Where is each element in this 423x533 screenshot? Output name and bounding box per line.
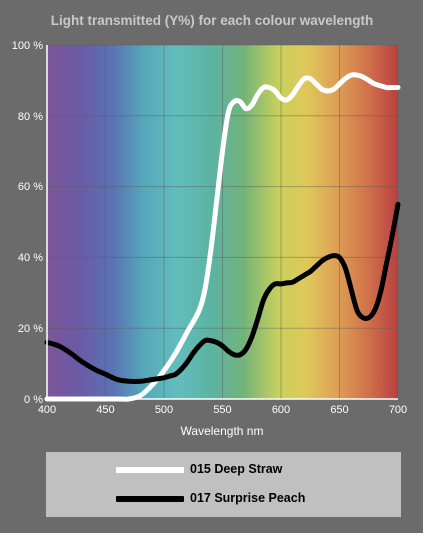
plot-background — [47, 45, 398, 399]
legend-label-surprise-peach: 017 Surprise Peach — [190, 491, 306, 505]
y-tick-label: 100 % — [12, 40, 43, 52]
x-tick-label: 450 — [96, 404, 114, 416]
x-tick-label: 550 — [213, 404, 231, 416]
series-lines — [44, 72, 401, 402]
x-tick-label: 600 — [272, 404, 290, 416]
legend-item: 015 Deep Straw — [46, 460, 401, 480]
legend-label-deep-straw: 015 Deep Straw — [190, 462, 283, 476]
legend-swatch-surprise-peach — [116, 496, 184, 502]
x-tick-label: 400 — [38, 404, 56, 416]
y-tick-label: 0 % — [24, 394, 43, 406]
y-tick-label: 40 % — [18, 252, 43, 264]
series-line-surprise-peach — [44, 201, 401, 385]
x-axis-label: Wavelength nm — [181, 424, 264, 438]
x-tick-label: 650 — [330, 404, 348, 416]
y-tick-label: 20 % — [18, 323, 43, 335]
x-tick-label: 500 — [155, 404, 173, 416]
legend-swatch-deep-straw — [116, 467, 184, 473]
y-tick-label: 60 % — [18, 181, 43, 193]
legend-item: 017 Surprise Peach — [46, 489, 401, 509]
legend: 015 Deep Straw 017 Surprise Peach — [46, 452, 401, 517]
y-tick-label: 80 % — [18, 111, 43, 123]
x-tick-label: 700 — [389, 404, 407, 416]
series-line-deep-straw — [44, 72, 401, 402]
chart-title: Light transmitted (Y%) for each colour w… — [51, 13, 374, 28]
